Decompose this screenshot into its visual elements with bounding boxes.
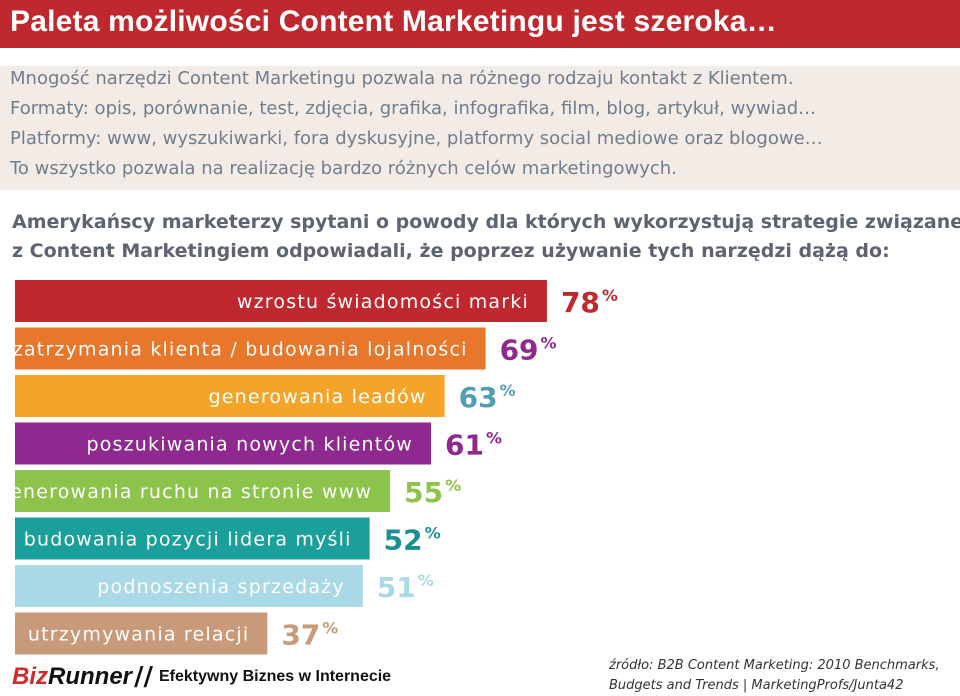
- value-label-poszukiwania-nowych-klientow: 61%: [445, 429, 502, 462]
- bar-label-poszukiwania-nowych-klientow: poszukiwania nowych klientów: [86, 434, 413, 456]
- title-bar: Paleta możliwości Content Marketingu jes…: [0, 0, 960, 48]
- question-line-1: Amerykańscy marketerzy spytani o powody …: [12, 211, 960, 233]
- bizrunner-logo: BizRunner// Efektywny Biznes w Internecie: [12, 662, 392, 692]
- source-note: źródło: B2B Content Marketing: 2010 Benc…: [609, 656, 954, 696]
- question-text: Amerykańscy marketerzy spytani o powody …: [12, 208, 960, 266]
- logo-slash: //: [134, 662, 153, 692]
- bar-generowania-ruchu-na-stronie-www: [15, 470, 391, 512]
- value-label-generowania-leadow: 63%: [459, 381, 516, 414]
- question-line-2: z Content Marketingiem odpowiadali, że p…: [12, 240, 890, 262]
- bar-utrzymywania-relacji: [15, 612, 268, 655]
- value-label-utrzymywania-relacji: 37%: [281, 619, 338, 652]
- logo-brand: BizRunner: [12, 663, 132, 690]
- source-line-2: Budgets and Trends | MarketingProfs/Junt…: [609, 678, 904, 693]
- value-label-generowania-ruchu-na-stronie-www: 55%: [404, 476, 461, 509]
- bar-label-generowania-ruchu-na-stronie-www: generowania ruchu na stronie www: [0, 481, 372, 503]
- bar-label-zatrzymania-klienta-budowania-lojalnosci: zatrzymania klienta / budowania lojalnoś…: [13, 339, 468, 361]
- value-label-podnoszenia-sprzedazy: 51%: [377, 571, 434, 604]
- intro-line-platforms: Platformy: www, wyszukiwarki, fora dysku…: [10, 128, 823, 149]
- bar-wzrostu-swiadomosci-marki: [15, 280, 547, 322]
- bar-poszukiwania-nowych-klientow: [15, 422, 432, 465]
- page-title: Paleta możliwości Content Marketingu jes…: [10, 5, 777, 38]
- logo-brand-b: Runner: [48, 663, 132, 690]
- intro-line-1: Mnogość narzędzi Content Marketingu pozw…: [10, 68, 794, 89]
- bar-budowania-pozycji-lidera-mysli: [15, 517, 370, 560]
- logo-brand-a: Biz: [12, 663, 48, 690]
- bar-label-budowania-pozycji-lidera-mysli: budowania pozycji lidera myśli: [24, 529, 352, 551]
- intro-line-formats: Formaty: opis, porównanie, test, zdjęcia…: [10, 98, 817, 119]
- bar-label-podnoszenia-sprzedazy: podnoszenia sprzedaży: [97, 576, 345, 598]
- value-label-wzrostu-swiadomosci-marki: 78%: [561, 286, 618, 319]
- value-label-zatrzymania-klienta-budowania-lojalnosci: 69%: [500, 334, 557, 367]
- bar-generowania-leadow: [15, 375, 445, 417]
- value-label-budowania-pozycji-lidera-mysli: 52%: [384, 524, 441, 557]
- source-line-1: źródło: B2B Content Marketing: 2010 Benc…: [609, 658, 940, 673]
- bar-podnoszenia-sprzedazy: [15, 565, 363, 607]
- bar-chart: wzrostu świadomości marki 78 % zatrzymania …: [0, 280, 618, 655]
- intro-line-4: To wszystko pozwala na realizację bardzo…: [10, 158, 677, 179]
- intro-panel: Mnogość narzędzi Content Marketingu pozw…: [0, 66, 960, 190]
- bar-label-generowania-leadow: generowania leadów: [209, 386, 427, 408]
- logo-tagline: Efektywny Biznes w Internecie: [159, 668, 392, 685]
- bar-label-wzrostu-swiadomosci-marki: wzrostu świadomości marki: [237, 291, 529, 313]
- bar-zatrzymania-klienta-budowania-lojalnosci: [15, 327, 486, 370]
- bar-label-utrzymywania-relacji: utrzymywania relacji: [28, 624, 249, 646]
